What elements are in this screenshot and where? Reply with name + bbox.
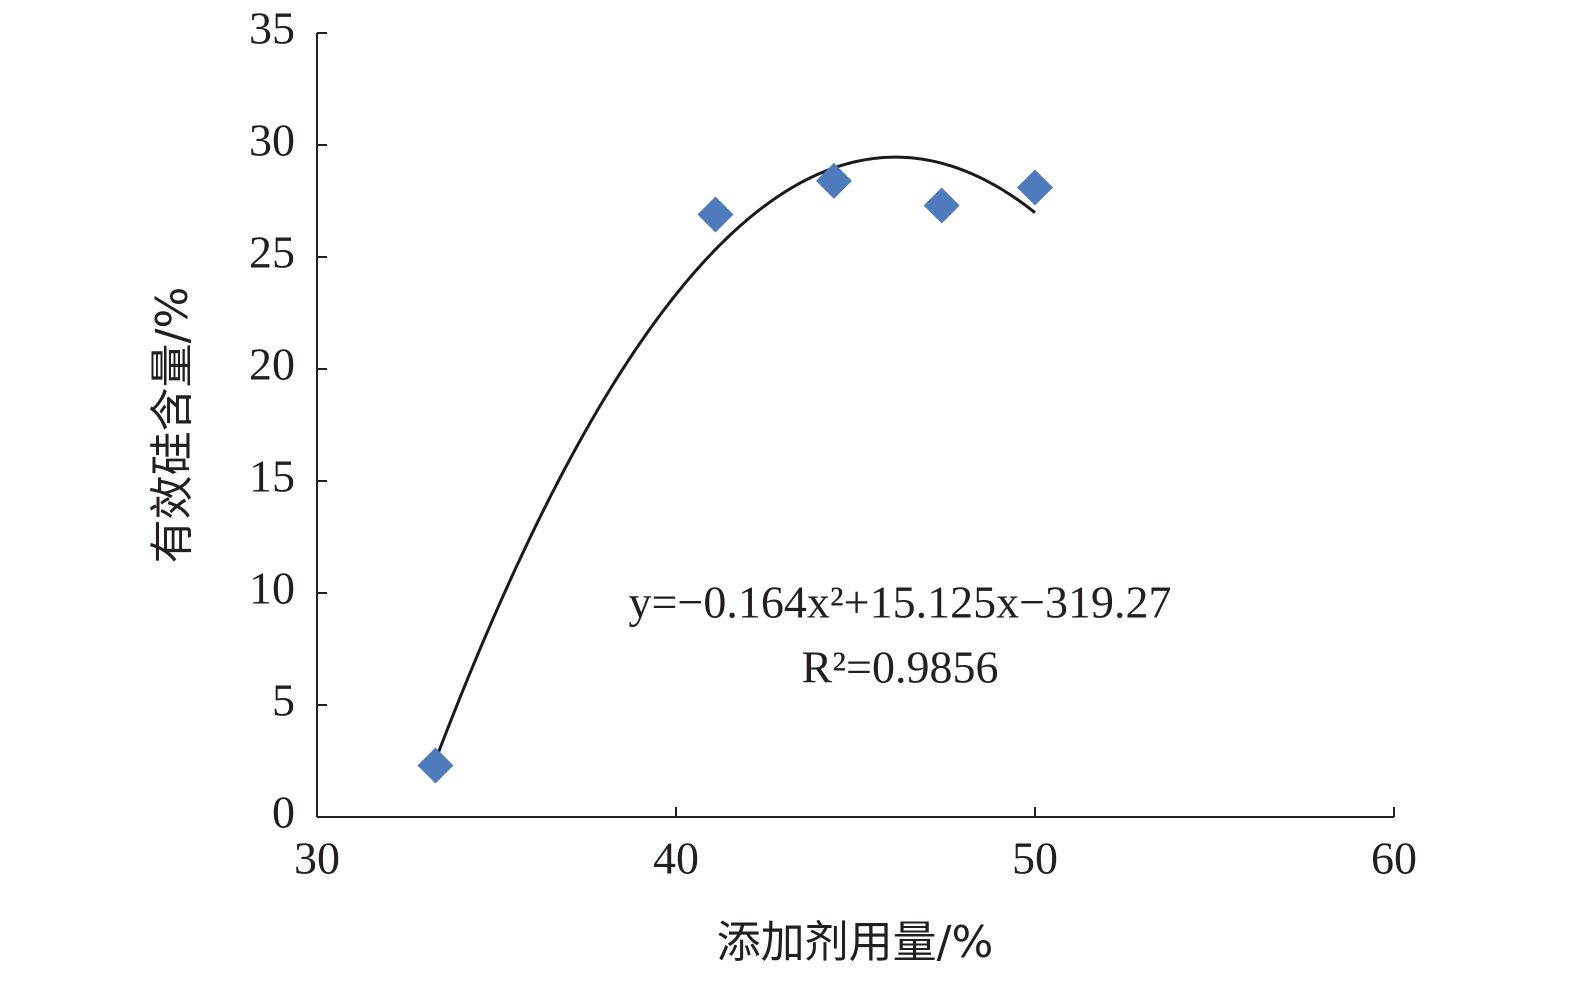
x-tick-label: 50 xyxy=(1012,833,1058,884)
y-tick-label: 15 xyxy=(249,451,295,502)
data-point xyxy=(815,162,852,199)
data-point xyxy=(697,196,734,233)
x-tick-label: 60 xyxy=(1371,833,1417,884)
trendline xyxy=(434,155,1036,761)
y-axis-title: 有效硅含量/% xyxy=(147,287,198,564)
y-tick-label: 35 xyxy=(249,3,295,54)
y-tick-label: 25 xyxy=(249,227,295,278)
y-tick-label: 20 xyxy=(249,339,295,390)
r-squared: R²=0.9856 xyxy=(802,642,999,693)
y-tick-label: 30 xyxy=(249,115,295,166)
data-point xyxy=(417,747,454,784)
x-tick-label: 40 xyxy=(653,833,699,884)
y-tick-label: 5 xyxy=(272,675,295,726)
data-point xyxy=(1017,169,1053,206)
x-axis-title: 添加剂用量/% xyxy=(717,917,994,968)
data-point xyxy=(923,187,960,224)
y-tick-label: 10 xyxy=(249,563,295,614)
y-tick-label: 0 xyxy=(272,787,295,838)
x-tick-label: 30 xyxy=(294,833,340,884)
trendline-equation: y=−0.164x²+15.125x−319.27 xyxy=(628,577,1171,628)
